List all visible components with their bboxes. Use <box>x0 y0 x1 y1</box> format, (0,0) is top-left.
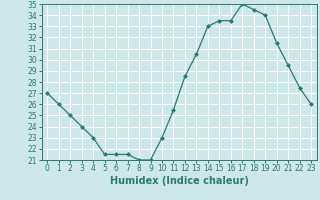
X-axis label: Humidex (Indice chaleur): Humidex (Indice chaleur) <box>110 176 249 186</box>
